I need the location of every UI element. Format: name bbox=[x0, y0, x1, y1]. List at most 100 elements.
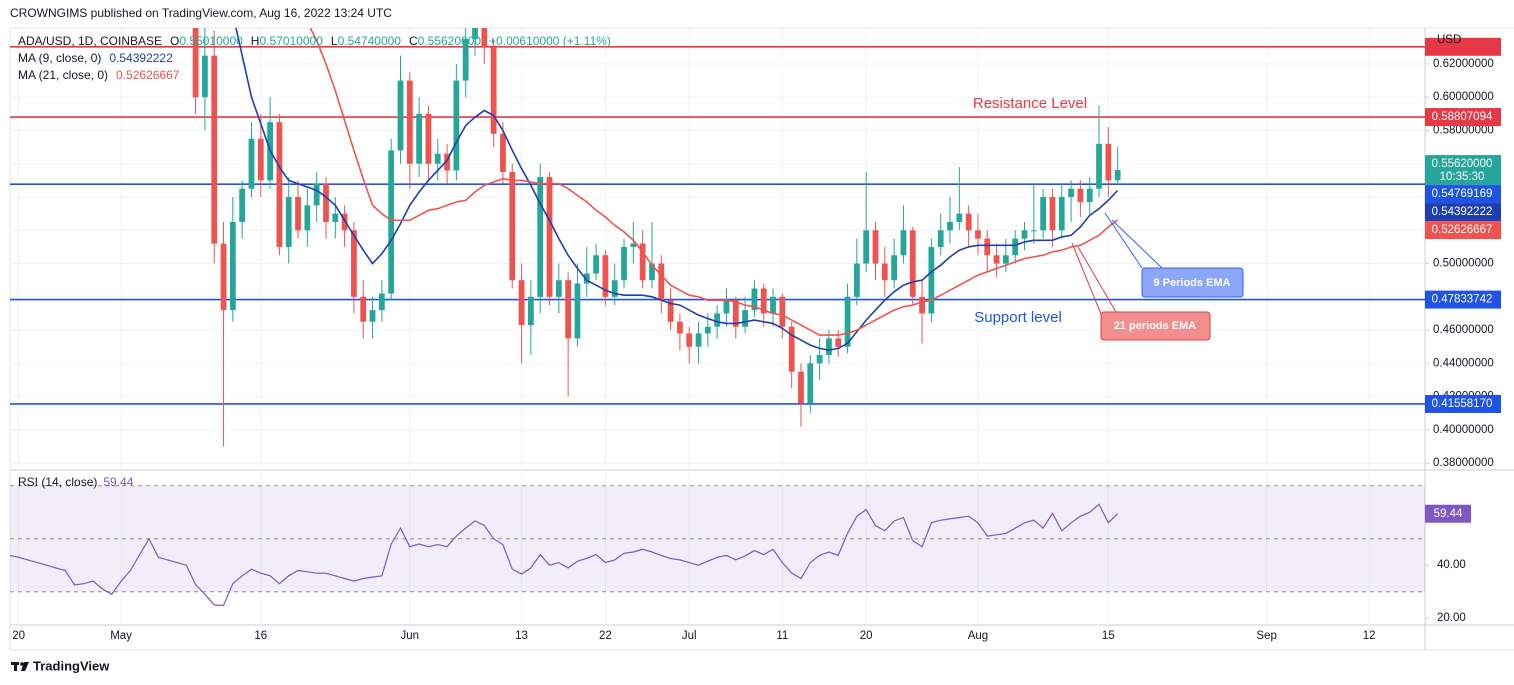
candle-body bbox=[947, 221, 953, 231]
candle-body bbox=[1114, 170, 1121, 181]
price-badge bbox=[1425, 185, 1501, 204]
ma-line bbox=[235, 28, 1119, 351]
candle-body bbox=[406, 80, 413, 164]
candle-body bbox=[1040, 197, 1047, 231]
price-badge-label: 0.54769169 bbox=[1432, 188, 1493, 200]
callout-arrow bbox=[1077, 246, 1117, 313]
candle-body bbox=[881, 263, 888, 281]
ma-name: MA (21, close, 0) bbox=[18, 68, 108, 82]
candle-body bbox=[518, 280, 525, 326]
candle-body bbox=[919, 296, 925, 314]
price-badge-label: 0.55620000 bbox=[1432, 158, 1493, 170]
candle-body bbox=[574, 283, 581, 339]
candle-body bbox=[621, 246, 627, 281]
annotation: Support level bbox=[974, 309, 1062, 326]
candle-body bbox=[658, 263, 665, 301]
candle-body bbox=[397, 80, 404, 151]
candle-body bbox=[583, 273, 590, 284]
price-badge-label: 0.41558170 bbox=[1432, 398, 1493, 410]
y-axis-label: USD bbox=[1437, 34, 1461, 46]
candle-body bbox=[807, 363, 814, 404]
x-tick-label: Jun bbox=[401, 630, 420, 642]
candle-body bbox=[490, 47, 497, 134]
candle-body bbox=[323, 183, 329, 222]
legend-ohlc: ADA/USD, 1D, COINBASE O0.55010000 H0.57010… bbox=[18, 34, 611, 48]
y-tick-label: 0.62000000 bbox=[1433, 58, 1494, 70]
rsi-pane bbox=[10, 485, 1425, 607]
candle-body bbox=[667, 300, 674, 322]
candle-body bbox=[285, 197, 292, 247]
candle-body bbox=[378, 293, 385, 311]
header: CROWNGIMS published on TradingView.com, … bbox=[10, 6, 392, 20]
candle-body bbox=[611, 280, 618, 297]
candle-body bbox=[695, 333, 702, 347]
candle-body bbox=[760, 288, 767, 314]
x-tick-label: Aug bbox=[968, 630, 988, 642]
footer: TradingView bbox=[33, 658, 110, 673]
candle-body bbox=[826, 338, 832, 356]
candle-body bbox=[565, 280, 572, 339]
candle-body bbox=[975, 230, 981, 239]
candle-body bbox=[649, 263, 655, 281]
ohlc-key: L bbox=[331, 34, 338, 48]
y-tick-label: 0.38000000 bbox=[1433, 457, 1494, 469]
price-badge bbox=[1425, 290, 1501, 309]
price-badge bbox=[1425, 221, 1501, 240]
candle-body bbox=[704, 326, 711, 334]
price-badge bbox=[1425, 37, 1501, 56]
candle-body bbox=[444, 153, 450, 171]
candle-body bbox=[537, 177, 544, 297]
y-tick-label: 0.46000000 bbox=[1433, 324, 1494, 336]
candle-body bbox=[1077, 188, 1084, 203]
y-tick-label: 0.60000000 bbox=[1433, 91, 1494, 103]
candle-body bbox=[341, 213, 348, 231]
candle-body bbox=[686, 333, 693, 347]
x-tick-label: 16 bbox=[254, 630, 267, 642]
candle-body bbox=[732, 300, 739, 327]
ohlc-value: 0.55010000 bbox=[179, 34, 243, 48]
candle-body bbox=[509, 172, 516, 281]
candle-body bbox=[816, 355, 823, 364]
candle-body bbox=[211, 55, 218, 244]
candle-body bbox=[202, 55, 208, 98]
candle-body bbox=[239, 188, 246, 222]
price-badge-label: 0.54392222 bbox=[1432, 206, 1493, 218]
candle-body bbox=[229, 221, 236, 311]
candle-body bbox=[332, 213, 339, 222]
x-tick-label: 22 bbox=[599, 630, 612, 642]
candle-body bbox=[1021, 230, 1028, 239]
candle-body bbox=[500, 133, 506, 173]
ohlc-key: C bbox=[409, 34, 418, 48]
y-tick-label: 20.00 bbox=[1437, 612, 1466, 624]
candle-body bbox=[546, 177, 553, 297]
price-badge-label: 0.58807094 bbox=[1432, 111, 1493, 123]
symbol: ADA/USD, 1D, COINBASE bbox=[18, 34, 162, 48]
rsi-value: 59.44 bbox=[103, 475, 133, 489]
candle-body bbox=[1030, 230, 1037, 232]
x-tick-label: 13 bbox=[515, 630, 528, 642]
change: +0.00610000 (+1.11%) bbox=[489, 34, 611, 48]
callout-arrow bbox=[1111, 219, 1163, 269]
y-tick-label: 0.50000000 bbox=[1433, 258, 1494, 270]
ohlc-value: 0.57010000 bbox=[259, 34, 323, 48]
candle-body bbox=[928, 246, 935, 314]
candle-body bbox=[1096, 143, 1102, 189]
candle-body bbox=[891, 255, 898, 281]
candle-body bbox=[1105, 143, 1112, 181]
candle-body bbox=[835, 338, 842, 347]
candle-body bbox=[1086, 188, 1093, 203]
y-tick-label: 40.00 bbox=[1437, 559, 1466, 571]
candle-body bbox=[434, 153, 441, 164]
legend-ma: MA (21, close, 0) 0.52626667 bbox=[18, 68, 180, 82]
x-tick-label: 20 bbox=[12, 630, 25, 642]
candle-body bbox=[220, 243, 227, 311]
candle-body bbox=[360, 296, 367, 322]
rsi-badge-label: 59.44 bbox=[1434, 508, 1463, 520]
candle-body bbox=[369, 310, 376, 322]
candle-body bbox=[1002, 255, 1009, 264]
candle-body bbox=[853, 263, 860, 297]
y-tick-label: 0.44000000 bbox=[1433, 357, 1494, 369]
ma-value: 0.54392222 bbox=[109, 51, 173, 65]
candle-body bbox=[257, 138, 264, 181]
candle-body bbox=[863, 230, 870, 264]
